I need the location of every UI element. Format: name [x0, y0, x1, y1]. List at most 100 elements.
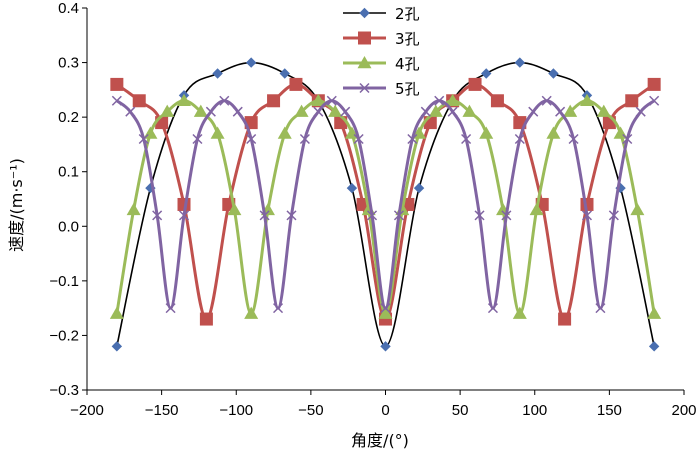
data-point [152, 210, 163, 221]
data-point [210, 126, 225, 139]
legend-marker [358, 31, 371, 45]
y-tick-label: −0.1 [49, 273, 79, 290]
data-point [548, 68, 559, 79]
data-point [126, 202, 141, 216]
data-point [110, 77, 124, 91]
x-tick-label: 0 [381, 402, 389, 419]
data-point [311, 93, 326, 107]
data-point [378, 306, 393, 319]
data-point [649, 95, 660, 106]
data-point [109, 306, 124, 319]
data-point [596, 104, 611, 117]
series-4 [111, 95, 660, 314]
y-tick-label: 0.2 [58, 109, 79, 126]
data-point [125, 106, 136, 117]
x-tick-label: −100 [219, 402, 253, 419]
data-point [393, 210, 404, 221]
data-point [111, 341, 123, 352]
data-point [462, 104, 477, 117]
data-point [445, 93, 460, 107]
data-point [563, 104, 578, 117]
data-point [259, 210, 270, 221]
data-point [367, 210, 378, 221]
data-point [568, 133, 579, 145]
data-point [546, 126, 561, 139]
series-line [116, 61, 655, 348]
data-point [487, 303, 498, 314]
data-point [380, 303, 391, 314]
data-point [595, 303, 606, 314]
data-point [479, 126, 494, 139]
x-axis-title: 角度/(°) [351, 431, 409, 450]
data-point [138, 133, 149, 145]
x-tick-label: −150 [145, 402, 179, 419]
data-point [468, 77, 482, 91]
data-point [413, 182, 425, 194]
legend-label: 2孔 [395, 5, 420, 23]
y-tick-label: 0.1 [58, 164, 79, 181]
data-point [165, 303, 176, 314]
data-point [353, 133, 364, 145]
series-line [115, 99, 656, 310]
x-tick-label: 150 [597, 402, 622, 419]
data-point [279, 68, 290, 79]
data-point [178, 210, 190, 221]
data-point [529, 202, 544, 216]
data-point [246, 133, 257, 145]
data-point [434, 95, 445, 106]
data-point [579, 93, 594, 107]
y-tick-label: 0.0 [58, 218, 79, 235]
data-point [541, 95, 552, 106]
y-tick-label: −0.3 [49, 382, 79, 399]
data-point [232, 106, 243, 117]
data-point [294, 104, 309, 117]
data-point [205, 106, 216, 117]
y-tick-label: 0.4 [58, 0, 79, 17]
data-point [244, 306, 259, 319]
data-point [299, 133, 310, 145]
data-point [514, 133, 525, 145]
data-point [528, 106, 539, 117]
data-point [555, 106, 566, 117]
data-point [447, 106, 458, 117]
data-point [428, 104, 443, 117]
data-point [420, 106, 431, 117]
data-point [289, 77, 303, 91]
data-point [630, 202, 645, 216]
data-point [558, 312, 572, 326]
legend-label: 3孔 [395, 30, 420, 48]
data-point [474, 210, 485, 221]
data-point [481, 68, 492, 79]
data-point [622, 133, 633, 145]
data-point [132, 94, 146, 108]
x-tick-label: −50 [298, 402, 323, 419]
y-axis-title: 速度/(m·s⁻¹) [7, 158, 26, 252]
data-point [227, 202, 242, 216]
data-point [635, 106, 646, 117]
data-point [648, 341, 660, 352]
data-point [647, 306, 662, 319]
data-point [380, 341, 391, 352]
legend-label: 4孔 [395, 55, 420, 73]
x-tick-label: 50 [452, 402, 469, 419]
x-tick-label: 100 [522, 402, 547, 419]
series-3 [109, 93, 662, 319]
legend-marker [359, 82, 370, 94]
series-line [115, 82, 656, 321]
data-point [199, 312, 213, 326]
data-point [286, 210, 297, 221]
legend-label: 5孔 [395, 80, 420, 98]
data-point [461, 133, 472, 145]
data-point [160, 104, 175, 117]
y-tick-label: −0.2 [49, 327, 79, 344]
data-point [277, 126, 292, 139]
data-point [193, 104, 208, 117]
data-point [340, 106, 351, 117]
data-point [581, 210, 593, 221]
data-point [501, 210, 512, 221]
data-point [490, 94, 504, 108]
y-tick-label: 0.3 [58, 55, 79, 72]
data-point [111, 95, 122, 106]
x-tick-label: 200 [671, 402, 696, 419]
